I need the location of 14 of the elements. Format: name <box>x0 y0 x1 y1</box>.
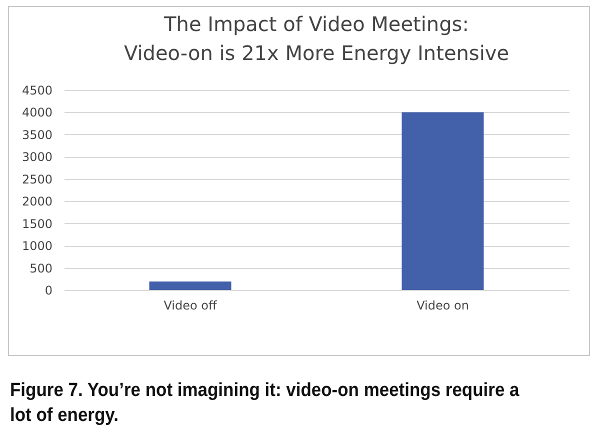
y-tick-label: 1500 <box>22 216 52 231</box>
y-tick-label: 4500 <box>22 84 52 98</box>
y-tick-label: 500 <box>30 261 52 276</box>
x-tick-label: Video on <box>416 298 469 312</box>
y-tick-label: 1000 <box>22 239 52 254</box>
caption: Figure 7. You’re not imagining it: video-on meetings require a lot of energy. <box>10 379 520 428</box>
y-tick-label: 3500 <box>22 128 52 142</box>
y-tick-label: 3000 <box>22 150 52 164</box>
x-tick-label: Video off <box>164 298 218 312</box>
y-tick-label: 0 <box>44 284 52 298</box>
y-tick-label: 2500 <box>22 172 52 186</box>
y-tick-label: 2000 <box>22 194 52 209</box>
chart-title: The Impact of Video Meetings: Video-on is 21x More Energy Intensive <box>124 12 510 65</box>
y-tick-label: 4000 <box>22 106 52 120</box>
